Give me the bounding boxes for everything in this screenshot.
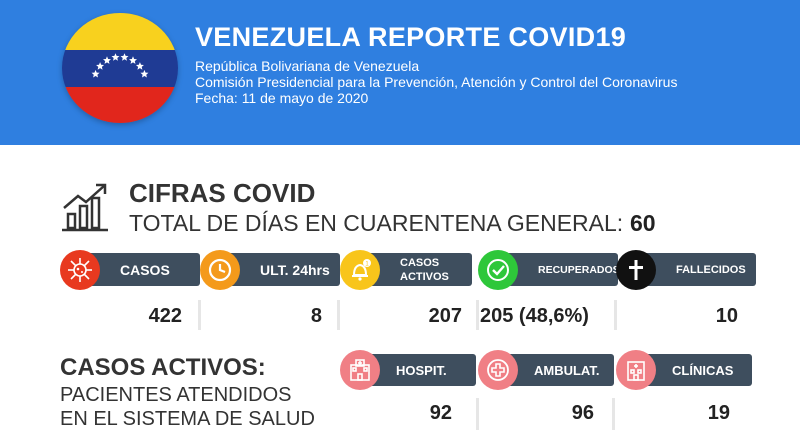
value-recuperados: 205 (48,6%) [480,305,589,327]
commission-line: Comisión Presidencial para la Prevención… [195,74,678,90]
stat-recuperados: RECUPERADOS [478,250,620,290]
report-date: Fecha: 11 de mayo de 2020 [195,90,369,106]
divider [476,300,479,330]
value-fallecidos: 10 [715,305,738,327]
check-circle-icon [478,250,518,290]
stat-ult-24hrs: ULT. 24hrs [200,250,340,290]
value-hospit: 92 [429,402,452,424]
stat-casos: CASOS [60,250,200,290]
divider [476,398,479,430]
stat-hospit: HOSPIT. [340,350,476,390]
virus-icon [60,250,100,290]
hospital-icon [340,350,380,390]
stat-label-line2: ACTIVOS [400,270,449,283]
quarantine-label: TOTAL DE DÍAS EN CUARENTENA GENERAL: [129,210,624,236]
republic-line: República Bolivariana de Venezuela [195,58,420,74]
value-casos-activos: 207 [428,305,462,327]
divider [612,398,615,430]
flag-star [96,62,105,70]
divider [337,300,340,330]
report-title: VENEZUELA REPORTE COVID19 [195,22,627,52]
value-casos: 422 [148,305,182,327]
stat-fallecidos: FALLECIDOS [616,250,756,290]
stat-casos-activos: CASOS ACTIVOS 1 [340,250,480,290]
casos-activos-line1: PACIENTES ATENDIDOS [60,384,292,406]
value-clinicas: 19 [707,402,730,424]
value-ambulat: 96 [571,402,594,424]
divider [614,300,617,330]
flag-star [91,69,100,78]
bar-chart-growth-icon [62,183,108,232]
stat-label-line1: CASOS [400,256,440,269]
medical-cross-icon [478,350,518,390]
casos-activos-title: CASOS ACTIVOS: [60,354,266,381]
clinic-building-icon [616,350,656,390]
stat-ambulat: AMBULAT. [478,350,614,390]
clock-icon [200,250,240,290]
bell-icon: 1 [340,250,380,290]
svg-text:1: 1 [365,262,369,268]
quarantine-days: 60 [630,210,656,236]
value-ult-24hrs: 8 [310,305,322,327]
venezuela-flag-icon [62,13,178,123]
cross-icon [616,250,656,290]
casos-activos-line2: EN EL SISTEMA DE SALUD [60,408,315,430]
cifras-title: CIFRAS COVID [129,178,316,208]
stat-clinicas: CLÍNICAS [616,350,752,390]
flag-star [111,53,120,61]
flag-star [103,56,111,64]
flag-star [129,56,137,64]
flag-star [120,53,129,61]
flag-star [140,69,149,78]
divider [198,300,201,330]
flag-star [135,62,144,70]
header-banner: VENEZUELA REPORTE COVID19 República Boli… [0,0,800,145]
